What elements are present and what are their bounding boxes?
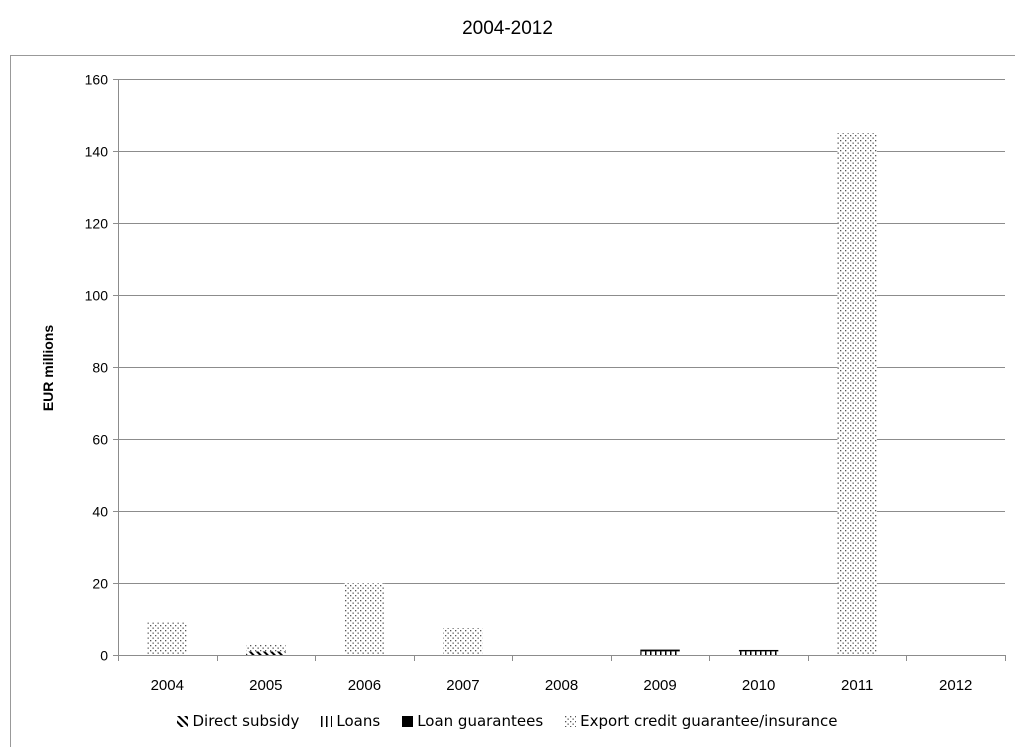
legend-item: Loans	[321, 712, 380, 730]
x-tick-label: 2008	[545, 677, 578, 694]
legend-item: Export credit guarantee/insurance	[565, 712, 838, 730]
bars	[147, 133, 877, 655]
legend-label: Export credit guarantee/insurance	[580, 712, 838, 730]
legend-swatch	[177, 715, 189, 727]
legend-item: Loan guarantees	[402, 712, 543, 730]
bar-dots	[147, 622, 187, 655]
legend-label: Loan guarantees	[417, 712, 544, 730]
y-tick-label: 140	[85, 144, 109, 160]
y-tick-label: 60	[92, 432, 108, 448]
x-tick-label: 2012	[939, 677, 972, 694]
y-tick-label: 160	[85, 72, 109, 88]
y-tick-label: 40	[92, 504, 108, 520]
legend-swatch	[402, 715, 414, 727]
y-tick-label: 100	[85, 288, 109, 304]
y-tick-label: 120	[85, 216, 109, 232]
chart-frame	[10, 55, 1015, 747]
legend-swatch	[321, 715, 333, 727]
legend-label: Direct subsidy	[192, 712, 300, 730]
bar-solid	[738, 649, 779, 652]
x-tick-label: 2005	[249, 677, 282, 694]
chart-title: 2004-2012	[462, 18, 553, 39]
bar-solid	[640, 649, 680, 652]
axes: 0 20 40 60 80 100 120 140 160 2004 2005 2006 2007 200…	[85, 72, 1006, 694]
bar-dots	[443, 628, 483, 655]
y-axis-label: EUR millions	[40, 325, 56, 412]
bar-vertical	[738, 651, 779, 655]
x-tick-label: 2006	[348, 677, 381, 694]
x-tick-label: 2011	[841, 677, 873, 694]
legend-label: Loans	[336, 712, 381, 730]
bar-dots	[837, 133, 877, 655]
bar-vertical	[640, 651, 680, 655]
bar-diagonal	[246, 651, 286, 655]
x-tick-label: 2010	[742, 677, 775, 694]
x-tick-label: 2009	[643, 677, 676, 694]
y-tick-label: 0	[100, 648, 108, 664]
y-tick-label: 80	[92, 360, 108, 376]
x-tick-label: 2004	[151, 677, 184, 694]
legend-item: Direct subsidy	[177, 712, 299, 730]
y-tick-label: 20	[92, 576, 108, 592]
legend-swatch	[565, 715, 577, 727]
bar-dots	[246, 644, 286, 652]
legend: Direct subsidy Loans Loan guarantees Export…	[0, 712, 1015, 730]
x-tick-label: 2007	[446, 677, 479, 694]
bar-dots	[344, 583, 385, 655]
